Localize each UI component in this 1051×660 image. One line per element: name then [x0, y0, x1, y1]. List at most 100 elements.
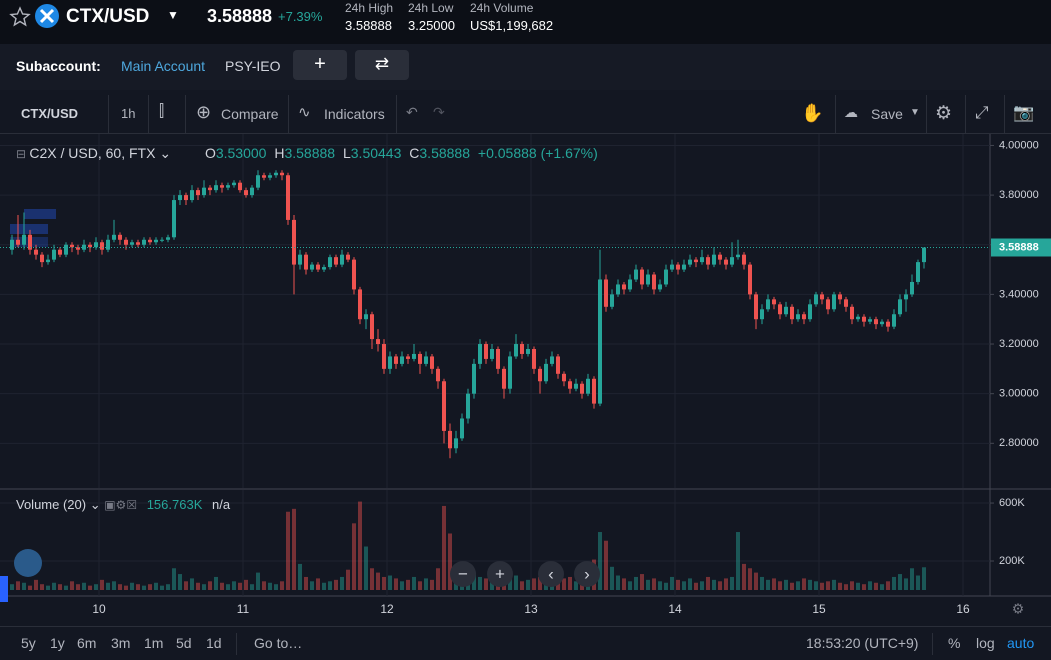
stat-value: 3.58888: [345, 18, 392, 33]
candle-body: [280, 172, 284, 176]
y-tick-label: 200K: [999, 555, 1025, 567]
volume-bar: [262, 581, 266, 590]
time-axis-settings[interactable]: ⚙: [1012, 601, 1025, 617]
last-price-badge: [991, 238, 1051, 257]
volume-bar: [226, 584, 230, 590]
volume-bar: [160, 585, 164, 590]
candle-body: [898, 299, 902, 315]
volume-bar: [784, 579, 788, 590]
star-icon[interactable]: [8, 5, 32, 29]
chart-title[interactable]: C2X / USD, 60, FTX: [29, 145, 156, 161]
toolbar-symbol[interactable]: CTX/USD: [21, 106, 79, 121]
volume-bar: [448, 533, 452, 590]
interval-button[interactable]: 1h: [121, 106, 136, 121]
candle-body: [292, 219, 296, 265]
save-caret[interactable]: ▼: [910, 107, 920, 118]
x-tick-label: 13: [524, 602, 538, 616]
candle-body: [310, 264, 314, 270]
compare-button[interactable]: Compare: [221, 106, 279, 122]
x-tick-label: 16: [956, 602, 970, 616]
account-tab[interactable]: Main Account: [121, 58, 206, 74]
logo-button[interactable]: [14, 549, 42, 577]
range-button[interactable]: 5d: [176, 635, 192, 651]
range-button[interactable]: 1m: [144, 635, 164, 651]
candle-body: [592, 378, 596, 404]
add-button[interactable]: +: [293, 50, 347, 80]
range-button[interactable]: 5y: [21, 635, 36, 651]
candle-body: [232, 182, 236, 186]
volume-bar: [94, 584, 98, 590]
chart-legend: ⊟ C2X / USD, 60, FTX ⌄ O3.53000 H3.58888…: [16, 145, 598, 162]
percent-scale[interactable]: %: [948, 635, 961, 651]
volume-bar: [442, 505, 446, 590]
nav-button[interactable]: [574, 561, 600, 587]
transfer-button[interactable]: ⇄: [355, 50, 409, 80]
account-tab[interactable]: PSY-IEO: [225, 58, 281, 74]
volume-bar: [298, 563, 302, 590]
ohlc-label: C: [409, 145, 420, 161]
candle-body: [70, 244, 74, 248]
volume-tools[interactable]: ▣⚙☒: [104, 498, 138, 512]
range-button[interactable]: 3m: [111, 635, 131, 651]
nav-button[interactable]: [538, 561, 564, 587]
candle-body: [346, 254, 350, 260]
legend-caret[interactable]: ⌄: [155, 145, 172, 161]
nav-button-icon[interactable]: −: [458, 564, 468, 583]
range-button[interactable]: 1y: [50, 635, 65, 651]
range-button[interactable]: 6m: [77, 635, 97, 651]
candle-body: [562, 373, 566, 382]
volume-bar: [190, 578, 194, 590]
nav-button-icon[interactable]: ‹: [548, 564, 554, 583]
legend-collapse[interactable]: ⊟: [16, 147, 30, 161]
nav-button-icon[interactable]: ›: [584, 564, 590, 583]
candle-body: [910, 281, 914, 295]
volume-bar: [328, 581, 332, 590]
volume-bar: [478, 576, 482, 590]
candle-body: [364, 314, 368, 320]
undo-button[interactable]: ↶: [406, 104, 418, 120]
nav-button[interactable]: [487, 561, 513, 587]
volume-bar: [334, 579, 338, 590]
range-button[interactable]: 1d: [206, 635, 222, 651]
fullscreen-icon[interactable]: ⤢: [975, 103, 989, 122]
volume-title[interactable]: Volume (20): [16, 497, 87, 512]
symbol-caret[interactable]: ▼: [167, 8, 179, 22]
y-tick-label: 3.80000: [999, 189, 1039, 201]
goto-button[interactable]: Go to…: [254, 635, 303, 651]
x-tick-label: 10: [92, 602, 106, 616]
volume-bar: [202, 584, 206, 590]
candle-body: [538, 368, 542, 382]
save-button[interactable]: Save: [871, 106, 903, 122]
candle-body: [256, 175, 260, 188]
candle-body: [88, 244, 92, 248]
volume-bar: [184, 581, 188, 590]
candle-body: [658, 284, 662, 290]
candle-body: [640, 269, 644, 285]
volume-caret[interactable]: ⌄: [86, 497, 105, 512]
side-tab: [0, 576, 8, 602]
compare-icon[interactable]: ⊕: [196, 102, 212, 122]
candle-body: [34, 249, 38, 255]
volume-bar: [778, 581, 782, 590]
nav-button-icon[interactable]: +: [495, 564, 505, 583]
chart-type-button[interactable]: ⫿: [159, 103, 165, 120]
bottom-bar: 5y 1y 6m 3m 1m 5d 1d Go to… 18:53:20 (UT…: [0, 626, 1051, 660]
candle-body: [646, 274, 650, 285]
candle-body: [214, 185, 218, 191]
indicators-button[interactable]: Indicators: [324, 106, 385, 122]
nav-button[interactable]: [450, 561, 476, 587]
hand-icon[interactable]: ✋: [801, 103, 824, 123]
volume-bar: [640, 574, 644, 590]
volume-bar: [874, 582, 878, 590]
volume-bar: [142, 585, 146, 590]
snapshot-icon[interactable]: 📷: [1013, 103, 1035, 122]
auto-scale[interactable]: auto: [1007, 635, 1035, 651]
redo-button[interactable]: ↷: [433, 104, 445, 120]
volume-bar: [514, 575, 518, 590]
log-scale[interactable]: log: [976, 635, 995, 651]
symbol[interactable]: CTX/USD: [66, 6, 150, 27]
cloud-icon[interactable]: ☁: [844, 104, 858, 120]
candle-body: [250, 187, 254, 196]
settings-icon[interactable]: ⚙: [935, 103, 953, 124]
indicators-icon[interactable]: ∿: [298, 104, 311, 121]
